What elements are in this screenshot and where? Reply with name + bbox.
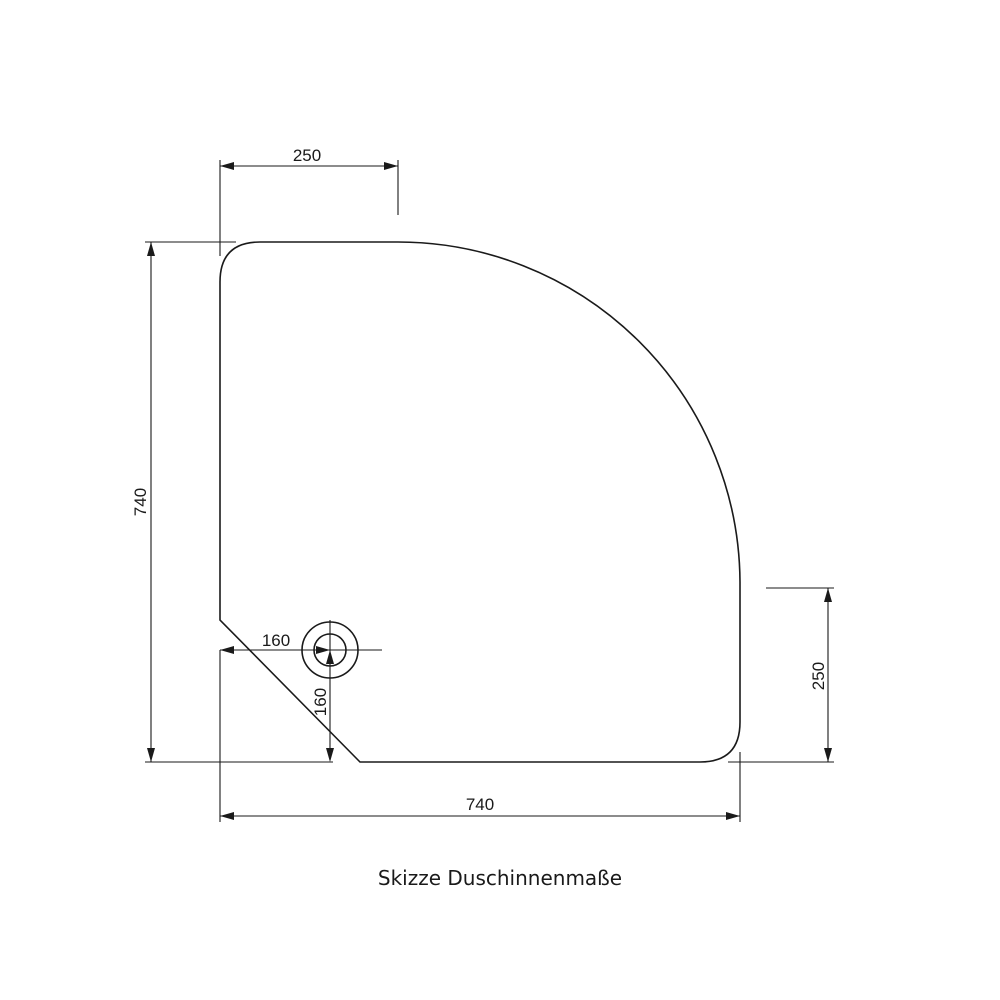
tray-outline bbox=[219, 241, 741, 763]
dim-top-width-label: 250 bbox=[293, 146, 321, 165]
dim-bottom-width bbox=[219, 650, 741, 822]
dim-right-height-label: 250 bbox=[809, 662, 828, 690]
dim-drain-y bbox=[326, 650, 334, 762]
dim-right-height bbox=[728, 587, 834, 763]
dim-top-width bbox=[219, 160, 399, 256]
dim-left-height-label: 740 bbox=[131, 488, 150, 516]
dim-bottom-width-label: 740 bbox=[466, 795, 494, 814]
drain-symbol bbox=[300, 620, 382, 760]
dim-drain-x-label: 160 bbox=[262, 631, 290, 650]
dim-drain-y-label: 160 bbox=[311, 688, 330, 716]
dim-drain-x bbox=[220, 646, 330, 654]
dim-left-height bbox=[145, 241, 333, 763]
figure-caption: Skizze Duschinnenmaße bbox=[377, 866, 623, 890]
